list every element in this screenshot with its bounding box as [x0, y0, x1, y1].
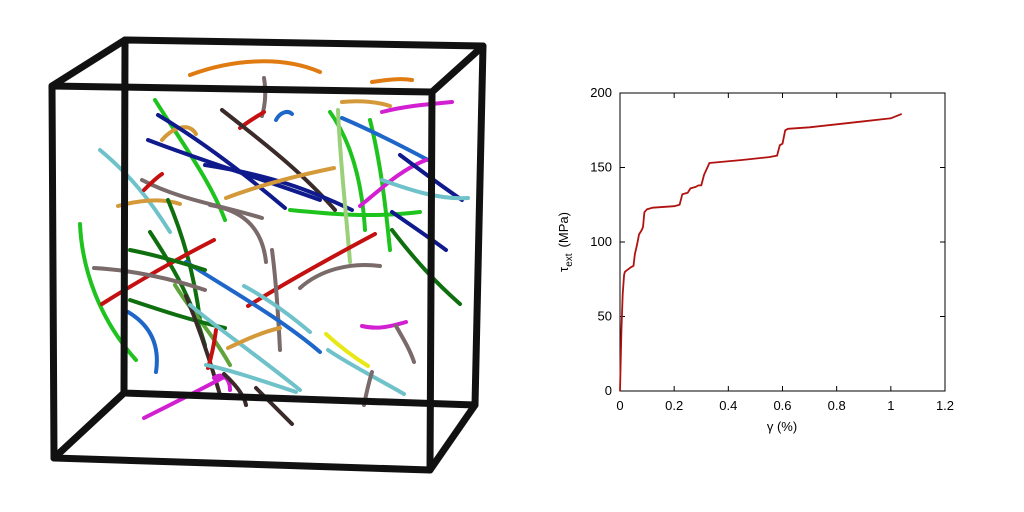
y-axis-label-unit: (MPa) — [556, 212, 571, 247]
stress-strain-curve — [619, 113, 903, 392]
dislocation-line — [208, 203, 268, 264]
dislocation-line — [156, 113, 287, 210]
dislocation-line — [326, 348, 406, 396]
dislocation-line — [184, 260, 322, 354]
dislocation-line — [274, 110, 294, 122]
x-tick-label: 1 — [887, 398, 894, 413]
dislocation-line — [92, 266, 207, 292]
dislocation-line — [226, 326, 282, 350]
y-axis-label-symbol: τ — [556, 266, 571, 272]
dislocation-line — [173, 283, 232, 367]
dislocation-line — [328, 110, 367, 232]
dislocation-line — [288, 208, 422, 218]
dislocation-line — [100, 238, 216, 306]
dislocation-line — [360, 320, 408, 330]
dislocation-line — [222, 372, 248, 407]
dislocation-line — [128, 248, 207, 272]
x-axis-label: γ (%) — [767, 419, 797, 434]
y-axis-label-subscript: ext — [564, 253, 575, 267]
dislocation-line — [224, 166, 336, 200]
x-tick-label: 0.8 — [828, 398, 846, 413]
dislocation-line — [380, 178, 470, 201]
dislocation-line — [246, 232, 377, 308]
dislocation-line — [98, 148, 172, 234]
y-tick-label: 200 — [590, 85, 612, 100]
dislocation-line — [242, 284, 312, 334]
y-tick-label: 150 — [590, 160, 612, 175]
x-tick-label: 0 — [616, 398, 623, 413]
dislocation-line — [390, 210, 448, 252]
dislocation-line — [203, 163, 354, 212]
dislocation-line — [270, 248, 282, 352]
x-tick-label: 0.4 — [719, 398, 737, 413]
box-edge — [50, 389, 128, 462]
dislocation-line — [204, 363, 298, 394]
dislocation-line — [142, 172, 164, 192]
dislocation-line — [336, 108, 352, 264]
y-axis-ticks: 0 50 100 150 200 — [590, 85, 945, 398]
box-edge — [48, 36, 129, 90]
box-edge — [426, 401, 479, 474]
dislocation-line — [254, 386, 294, 426]
x-tick-label: 0.2 — [665, 398, 683, 413]
box-edge — [428, 42, 487, 96]
dislocation-line — [358, 158, 428, 208]
dislocation-lines — [78, 59, 470, 426]
dislocation-line — [140, 178, 264, 220]
stress-strain-chart: 0 50 100 150 200 0 0.2 0.4 0.6 0.8 1 1.2 γ (%) τex… — [556, 85, 954, 434]
x-tick-label: 0.6 — [773, 398, 791, 413]
y-tick-label: 50 — [598, 309, 612, 324]
svg-text:τext(MPa): τext (MPa) — [556, 212, 575, 272]
x-tick-label: 1.2 — [936, 398, 954, 413]
simulation-box-frame — [48, 36, 487, 474]
dislocation-line — [188, 59, 322, 77]
dislocation-box-figure — [48, 36, 487, 474]
plot-frame — [619, 92, 946, 392]
dislocation-line — [340, 116, 430, 162]
y-tick-label: 100 — [590, 234, 612, 249]
x-axis-ticks: 0 0.2 0.4 0.6 0.8 1 1.2 — [616, 93, 954, 413]
dislocation-line — [126, 310, 159, 374]
y-tick-label: 0 — [605, 383, 612, 398]
dislocation-line — [166, 198, 202, 322]
dislocation-line — [394, 324, 416, 364]
dislocation-line — [380, 100, 454, 114]
y-axis-label: τext (MPa) — [556, 212, 575, 272]
dislocation-line — [390, 228, 462, 306]
dislocation-line — [324, 332, 370, 368]
dislocation-line — [298, 263, 382, 290]
dislocation-line — [340, 99, 392, 108]
dislocation-line — [370, 77, 414, 84]
